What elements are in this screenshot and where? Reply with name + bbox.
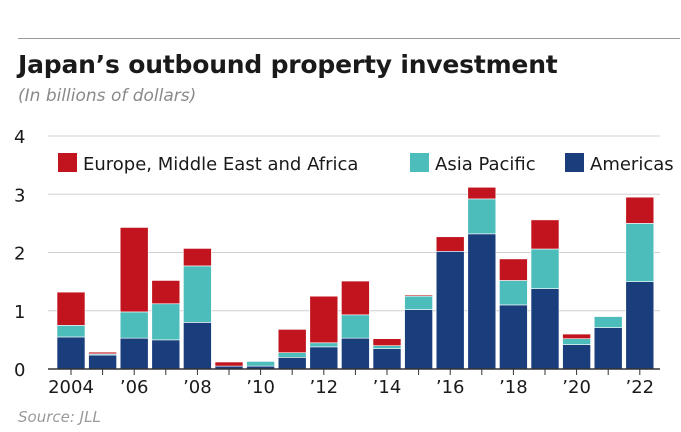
bar-segment-asia-pacific-2006: [119, 311, 149, 339]
bar-segment-asia-pacific-2017: [467, 198, 497, 235]
bar-segment-americas-2019: [530, 288, 560, 370]
x-tick-label: ’18: [499, 377, 528, 398]
bar-segment-asia-pacific-2012: [309, 342, 339, 348]
bar-segment-emea-2020: [562, 333, 591, 340]
bar-segment-americas-2012: [309, 346, 339, 370]
chart-title: Japan’s outbound property investment: [18, 50, 558, 79]
bar-segment-americas-2021: [593, 327, 623, 370]
bar-segment-americas-2022: [625, 281, 655, 370]
bar-segment-americas-2016: [435, 251, 465, 370]
bar-segment-asia-pacific-2008: [183, 265, 212, 323]
legend: Europe, Middle East and Africa Asia Pacif…: [58, 153, 674, 175]
bar-segment-emea-2019: [530, 219, 560, 250]
bar-segment-emea-2013: [341, 280, 370, 316]
bar-segment-americas-2004: [56, 336, 86, 370]
x-tick-label: 2004: [48, 377, 94, 398]
y-tick-label: 4: [14, 127, 25, 148]
legend-label-americas: Americas: [590, 154, 674, 175]
bar-segment-asia-pacific-2007: [151, 303, 181, 341]
bar-segment-asia-pacific-2021: [593, 316, 623, 328]
bar-segment-americas-2007: [151, 339, 181, 370]
bar-segment-americas-2017: [467, 233, 497, 370]
chart-subtitle: (In billions of dollars): [18, 86, 197, 106]
bar-segment-emea-2011: [277, 329, 307, 353]
y-tick-label: 3: [14, 185, 25, 206]
legend-swatch-emea: [58, 153, 77, 172]
bar-segment-emea-2008: [183, 248, 212, 267]
y-axis-ticks: 0 1 2 3 4: [14, 127, 25, 381]
bar-segment-americas-2015: [404, 309, 433, 370]
bar-segment-emea-2015: [404, 294, 433, 297]
bar-segment-emea-2009: [214, 361, 244, 367]
legend-swatch-asia-pacific: [410, 153, 429, 172]
y-tick-label: 0: [14, 360, 25, 381]
bar-segment-americas-2018: [499, 304, 528, 370]
bar-segment-americas-2020: [562, 344, 591, 370]
legend-label-emea: Europe, Middle East and Africa: [83, 154, 358, 175]
x-tick-label: ’14: [373, 377, 402, 398]
bar-segment-asia-pacific-2022: [625, 223, 655, 282]
bar-segment-asia-pacific-2004: [56, 325, 86, 338]
x-tick-label: ’20: [562, 377, 591, 398]
y-tick-label: 1: [14, 302, 25, 323]
bar-segment-asia-pacific-2020: [562, 338, 591, 345]
x-tick-label: ’22: [625, 377, 654, 398]
legend-swatch-americas: [565, 153, 584, 172]
bar-segment-emea-2022: [625, 196, 655, 224]
x-tick-label: ’10: [246, 377, 275, 398]
y-tick-label: 2: [14, 244, 25, 265]
bar-segment-emea-2004: [56, 291, 86, 326]
bar-segment-asia-pacific-2013: [341, 314, 370, 339]
bar-segment-emea-2012: [309, 295, 339, 344]
bar-segment-americas-2005: [88, 354, 117, 370]
bar-segment-americas-2014: [372, 348, 402, 370]
bar-segment-asia-pacific-2014: [372, 345, 402, 349]
x-tick-label: ’16: [436, 377, 465, 398]
bar-segment-americas-2006: [119, 337, 149, 370]
bar-segment-asia-pacific-2019: [530, 248, 560, 289]
top-rule: [18, 38, 680, 39]
bar-segment-americas-2011: [277, 357, 307, 370]
bar-segment-asia-pacific-2011: [277, 352, 307, 358]
source-note: Source: JLL: [18, 408, 101, 426]
legend-label-asia-pacific: Asia Pacific: [435, 154, 536, 175]
x-tick-label: ’06: [120, 377, 149, 398]
bar-segment-emea-2007: [151, 280, 181, 305]
bar-segment-emea-2014: [372, 338, 402, 346]
bar-segment-asia-pacific-2010: [246, 361, 275, 367]
bar-segment-emea-2005: [88, 351, 117, 355]
bar-segment-emea-2017: [467, 186, 497, 200]
bar-segment-emea-2016: [435, 236, 465, 252]
x-tick-label: ’08: [183, 377, 212, 398]
bar-segment-asia-pacific-2018: [499, 280, 528, 306]
bar-segment-asia-pacific-2015: [404, 295, 433, 310]
x-tick-label: ’12: [309, 377, 338, 398]
bar-segment-emea-2006: [119, 227, 149, 313]
bar-segment-emea-2018: [499, 258, 528, 281]
bar-segment-americas-2013: [341, 337, 370, 370]
bars: [56, 186, 655, 370]
x-axis-ticks: 2004 ’06 ’08 ’10 ’12 ’14 ’16 ’18 ’20 ’22: [48, 369, 654, 398]
bar-segment-americas-2008: [183, 322, 212, 370]
